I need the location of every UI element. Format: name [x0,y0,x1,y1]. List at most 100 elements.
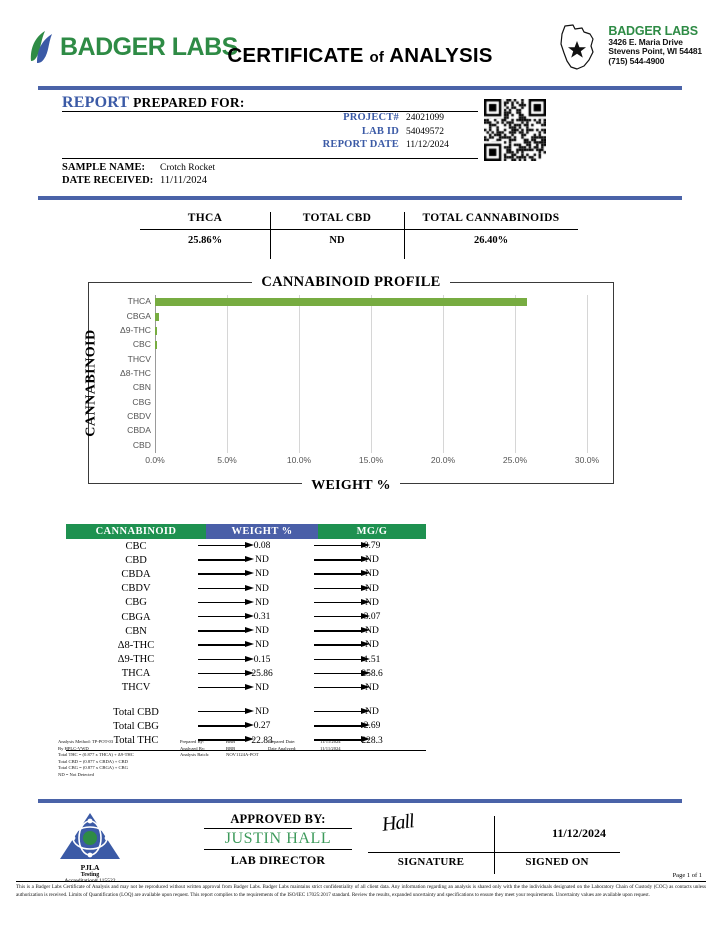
results-row: Δ9-THC 0.15 1.51 [66,653,426,667]
lab-id-value: 54049572 [406,126,444,137]
results-row: CBD ND ND [66,553,426,567]
analyte-mg-per-g: 0.79 [363,541,381,552]
arrow-connector [314,598,370,606]
arrow-connector [198,598,254,606]
summary-value-total-cbd: ND [329,235,345,246]
chart-y-tick-label: Δ8-THC [119,368,151,378]
note-value: BRB [226,745,236,751]
arrow-icon [198,556,254,563]
analyte-mg-per-g: ND [365,640,379,651]
arrow-icon [198,627,254,634]
arrow-connector [198,612,254,620]
chart-bar-row [155,312,160,321]
arrow-connector [198,722,254,729]
chart-bar [155,341,158,350]
note-line: Total THC = (0.877 x THCA) + Δ9-THC [58,752,134,758]
arrow-icon [198,683,254,691]
chart-x-tick-label: 0.0% [145,455,165,465]
chart-x-tick-label: 10.0% [286,455,312,465]
chart-y-tick-label: CBC [132,339,151,350]
arrow-icon [198,612,254,620]
chart-gridline [443,295,444,453]
approver-name-rule [204,849,352,850]
chart-y-tick-label: CBG [132,396,151,407]
badge-address-line1: 3426 E. Maria Drive [608,37,683,47]
chart-gridline [299,295,300,453]
cannabinoid-results-table: CANNABINOID WEIGHT % MG/G CBC 0.08 0.79 CBD… [66,524,426,751]
analyte-mg-per-g: ND [365,583,379,594]
report-date-label: REPORT DATE [322,139,399,150]
meta-row: PROJECT# 24021099 [248,112,478,123]
arrow-icon [314,736,370,743]
arrow-connector [198,627,254,634]
chart-gridline [155,295,156,453]
analyte-weight-percent: ND [255,583,269,594]
summary-sep-2 [404,212,405,259]
title-main: CERTIFICATE [227,44,364,67]
badge-phone: (715) 544-4900 [608,55,665,66]
arrow-icon [198,708,254,715]
chart-bar [155,312,160,321]
arrow-connector [198,641,254,648]
report-meta-fields: PROJECT# 24021099 LAB ID 54049572 REPORT… [248,112,478,153]
arrow-icon [314,655,370,663]
arrow-connector [198,708,254,715]
analyte-mg-per-g: ND [365,555,379,566]
signature-label: SIGNATURE [397,856,465,868]
arrow-connector [198,570,254,577]
chart-bar [155,326,158,335]
document-header: BADGER LABS CERTIFICATE of ANALYSIS BADG… [0,22,720,92]
qr-code[interactable] [484,99,546,161]
analyte-name: CBG [125,597,147,609]
analyte-name: THCA [121,668,151,680]
chart-gridline [515,295,516,453]
arrow-connector [198,669,254,677]
sample-info: SAMPLE NAME: Crotch Rocket DATE RECEIVED… [62,162,215,188]
summary-value-total-cannabinoids: 26.40% [473,235,509,246]
cannabinoid-profile-chart: CANNABINOID PROFILE CANNABINOID THCA CBGA… [84,274,614,493]
arrow-icon [314,584,370,592]
title-of: of [369,49,385,66]
analyte-weight-percent: 22.83 [251,735,273,746]
results-row: Δ8-THC ND ND [66,638,426,652]
analyte-mg-per-g: 2.69 [363,721,381,732]
arrow-icon [314,669,370,677]
analyte-name: CBDA [121,568,151,580]
results-header-weight: WEIGHT % [206,524,318,539]
approved-by-rule [204,828,352,829]
sample-name-value: Crotch Rocket [160,163,216,173]
arrow-icon [314,570,370,577]
results-total-row: Total CBD ND ND [66,705,426,719]
analyte-name: CBC [125,540,147,552]
meta-row: REPORT DATE 11/12/2024 [248,139,478,150]
results-body: CBC 0.08 0.79 CBD ND ND CBDA ND ND CBDV ND ND CBG ND N… [66,539,426,748]
chart-x-axis-title: WEIGHT % [302,478,400,493]
arrow-icon [198,655,254,663]
note-value2: 11/11/2024 [320,745,341,751]
report-rule-bottom [62,158,478,159]
note-line: Total CBG = (0.877 x CBGA) + CBG [58,765,128,771]
arrow-connector [198,584,254,592]
analyte-weight-percent: ND [255,555,269,566]
note-line: ND = Not Detected [58,771,94,777]
page-number: Page 1 of 1 [672,872,702,879]
approver-title: LAB DIRECTOR [230,853,326,867]
analyte-mg-per-g: ND [365,707,379,718]
chart-title-wrap: CANNABINOID PROFILE [89,273,613,291]
analyte-weight-percent: ND [255,682,269,693]
note-key2 [268,752,320,759]
date-received-label: DATE RECEIVED: [62,175,154,186]
page-title: CERTIFICATE of ANALYSIS [0,44,720,68]
badge-address-line2: Stevens Point, WI 54481 [608,46,702,57]
chart-x-tick-labels: 0.0% 5.0% 10.0% 15.0% 20.0% 25.0% 30.0% [145,455,599,469]
arrow-connector [314,708,370,715]
report-date-value: 11/12/2024 [406,140,449,150]
analysis-notes: Analysis Method: TP-POT-03 By HPLC-VWD Tot… [58,739,398,778]
chart-bars [155,295,587,453]
analyte-weight-percent: 25.86 [251,668,273,679]
analyte-mg-per-g: ND [365,682,379,693]
project-value: 24021099 [406,113,444,123]
chart-y-axis-title: CANNABINOID [84,329,99,437]
arrow-connector [314,612,370,620]
note-line: By HPLC-VWD [58,745,89,751]
